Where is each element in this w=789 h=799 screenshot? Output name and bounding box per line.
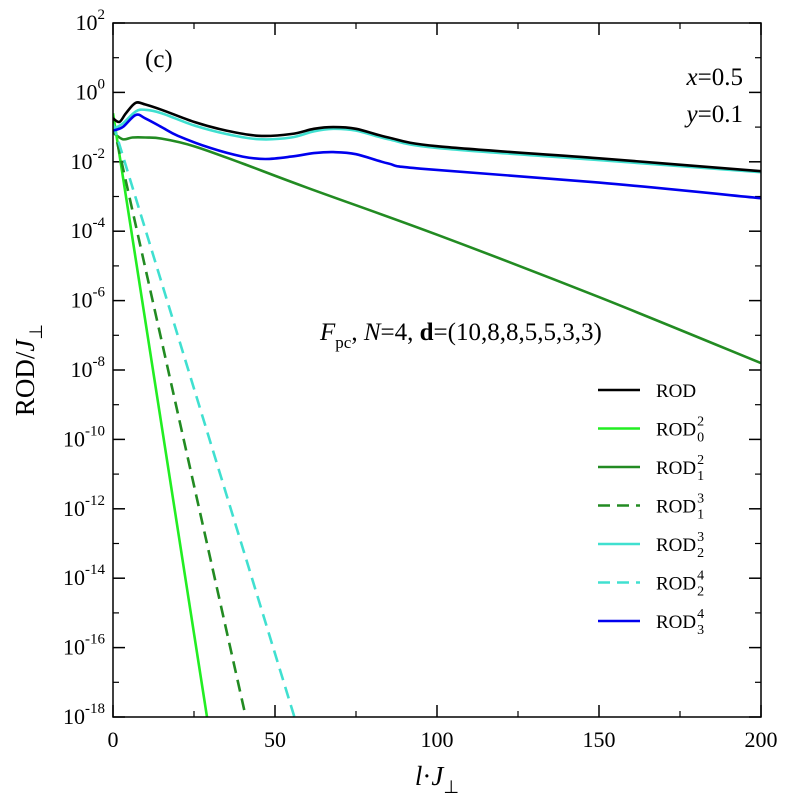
x-tick-label: 100 [421, 727, 454, 752]
y-tick-label: 10-14 [63, 562, 105, 590]
annotation-x-param: x=0.5 [686, 64, 743, 91]
y-tick-label: 10-4 [71, 215, 106, 243]
legend-label-5: ROD4 2 [656, 569, 704, 600]
legend-label-1: ROD2 0 [656, 415, 704, 446]
panel-label: (c) [145, 46, 173, 73]
legend-label-2: ROD2 1 [656, 453, 704, 484]
y-tick-label: 10-6 [71, 285, 106, 313]
x-tick-label: 0 [108, 727, 119, 752]
y-tick-label: 10-8 [71, 354, 106, 382]
y-tick-label: 100 [76, 76, 106, 104]
x-tick-label: 200 [745, 727, 778, 752]
x-tick-labels: 0 50 100 150 200 [108, 727, 778, 752]
y-tick-labels: 10-18 10-16 10-14 10-12 10-10 10-8 10-6 10-4 10-… [63, 7, 105, 729]
legend: ROD ROD2 0 ROD2 1 ROD3 1 ROD3 2 ROD4 2 ROD4 3 [598, 381, 704, 638]
legend-label-0: ROD [656, 381, 696, 402]
legend-label-3: ROD3 1 [656, 492, 704, 523]
series-line-6 [113, 113, 761, 200]
series-line-0 [113, 101, 761, 173]
series-line-4 [113, 108, 761, 174]
y-tick-label: 10-16 [63, 632, 105, 660]
annotation-model: Fpc, N=4, d=(10,8,8,5,5,3,3) [319, 319, 602, 352]
series-line-3 [113, 123, 248, 717]
legend-label-6: ROD4 3 [656, 607, 704, 638]
y-tick-label: 102 [76, 7, 106, 35]
plot-area [113, 101, 761, 717]
annotation-y-param: y=0.1 [684, 101, 743, 128]
y-tick-label: 10-18 [63, 701, 105, 729]
y-tick-label: 10-12 [63, 493, 105, 521]
x-tick-label: 50 [264, 727, 286, 752]
legend-label-4: ROD3 2 [656, 530, 704, 561]
series-line-2 [113, 131, 761, 365]
x-axis-title: l·J⊥ [415, 761, 459, 797]
y-axis-title: ROD/J⊥ [10, 324, 46, 416]
series-line-1 [113, 113, 209, 717]
y-tick-label: 10-2 [71, 146, 106, 174]
y-tick-label: 10-10 [63, 423, 105, 451]
series-line-5 [113, 123, 296, 717]
plot-frame [112, 22, 762, 718]
x-tick-label: 150 [583, 727, 616, 752]
